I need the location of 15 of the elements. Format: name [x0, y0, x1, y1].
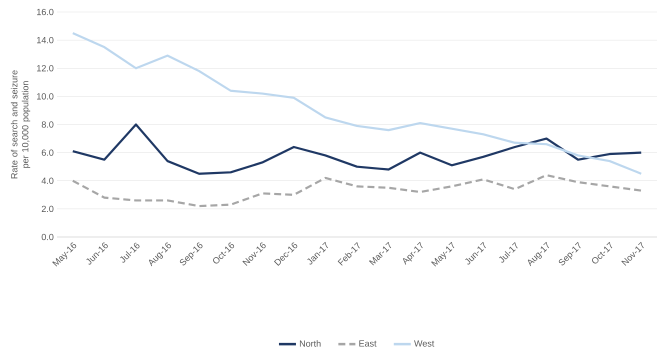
- legend-label: West: [414, 340, 434, 347]
- legend-label: North: [300, 340, 321, 347]
- line-series: [72, 32, 642, 175]
- y-tick-label: 10.0: [37, 93, 54, 100]
- line-series: [72, 123, 642, 175]
- y-tick-label: 12.0: [37, 65, 54, 72]
- y-tick-label: 0.0: [42, 234, 54, 240]
- legend-label: East: [359, 340, 376, 347]
- y-tick-label: 8.0: [42, 121, 54, 128]
- y-tick-label: 16.0: [37, 8, 54, 16]
- y-tick-label: 2.0: [42, 206, 54, 212]
- y-tick-label: 4.0: [42, 178, 54, 184]
- y-axis-title: Rate of search and seizure per 10,000 population: [10, 70, 30, 178]
- y-tick-label: 14.0: [37, 36, 54, 44]
- y-tick-label: 6.0: [42, 149, 54, 156]
